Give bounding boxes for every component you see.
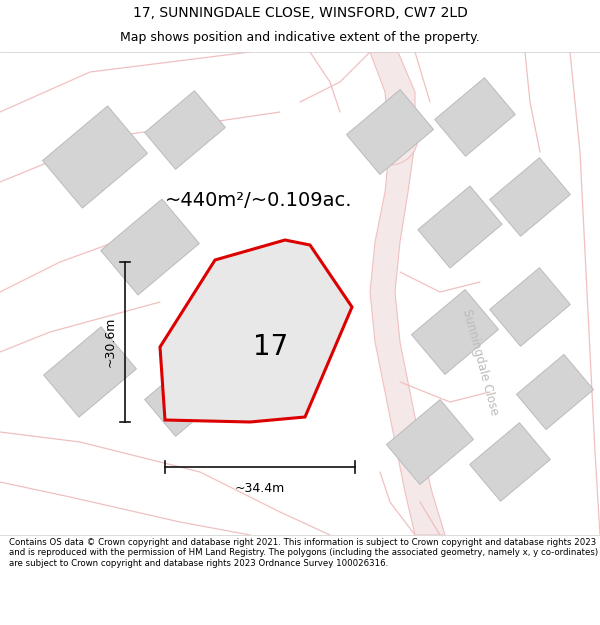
Polygon shape <box>44 327 136 417</box>
Polygon shape <box>490 268 571 346</box>
Polygon shape <box>434 78 515 156</box>
Text: 17: 17 <box>253 333 288 361</box>
Polygon shape <box>370 52 445 535</box>
Polygon shape <box>43 106 148 208</box>
Polygon shape <box>145 357 226 436</box>
Polygon shape <box>412 289 499 374</box>
Text: ~440m²/~0.109ac.: ~440m²/~0.109ac. <box>165 191 353 209</box>
Text: Contains OS data © Crown copyright and database right 2021. This information is : Contains OS data © Crown copyright and d… <box>9 538 598 568</box>
Polygon shape <box>160 240 352 422</box>
Text: Map shows position and indicative extent of the property.: Map shows position and indicative extent… <box>120 31 480 44</box>
Circle shape <box>362 109 418 165</box>
Text: ~30.6m: ~30.6m <box>104 317 117 367</box>
Polygon shape <box>145 91 226 169</box>
Polygon shape <box>418 186 502 268</box>
Polygon shape <box>101 199 199 295</box>
Text: Sunningdale Close: Sunningdale Close <box>460 308 500 417</box>
Polygon shape <box>517 354 593 429</box>
Text: 17, SUNNINGDALE CLOSE, WINSFORD, CW7 2LD: 17, SUNNINGDALE CLOSE, WINSFORD, CW7 2LD <box>133 6 467 20</box>
Polygon shape <box>470 422 550 501</box>
Polygon shape <box>490 158 571 236</box>
Polygon shape <box>386 399 473 484</box>
Polygon shape <box>346 89 434 174</box>
Text: ~34.4m: ~34.4m <box>235 482 285 495</box>
